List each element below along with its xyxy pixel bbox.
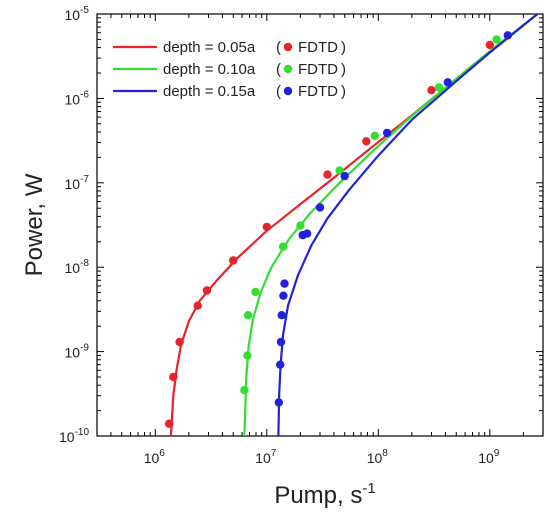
- y-tick-label: 10-6: [65, 89, 90, 107]
- fdtd-point-series-1: [262, 222, 271, 232]
- fdtd-point-series-2: [240, 385, 249, 395]
- y-tick-base: 10: [59, 429, 75, 445]
- x-tick-label: 106: [144, 448, 166, 466]
- y-tick-base: 10: [65, 345, 81, 361]
- y-tick-exp: -9: [80, 343, 89, 354]
- x-tick-base: 10: [144, 450, 160, 466]
- y-tick-exp: -6: [80, 89, 89, 100]
- x-tick-base: 10: [255, 450, 271, 466]
- legend-marker-swatch: [283, 64, 293, 74]
- fdtd-point-series-1: [164, 419, 174, 428]
- fdtd-point-series-1: [193, 301, 202, 310]
- plot-area: [96, 13, 544, 437]
- x-tick-label: 107: [255, 448, 277, 466]
- y-tick-exp: -7: [80, 174, 89, 185]
- fdtd-point-series-3: [277, 311, 286, 320]
- x-axis-title: Pump, s-1: [274, 480, 375, 509]
- y-tick-label: 10-9: [65, 343, 90, 361]
- fdtd-point-series-1: [323, 170, 332, 179]
- legend-paren-open: (: [276, 61, 281, 78]
- y-tick-label: 10-8: [65, 258, 90, 276]
- fdtd-point-series-3: [340, 171, 349, 181]
- fdtd-point-series-2: [492, 35, 501, 44]
- fdtd-point-series-1: [362, 137, 371, 146]
- y-tick-label: 10-7: [65, 174, 90, 192]
- fdtd-point-series-2: [278, 242, 288, 251]
- legend-line-label: depth = 0.10a: [163, 61, 256, 78]
- y-tick-base: 10: [65, 7, 81, 23]
- fdtd-point-series-2: [296, 221, 305, 230]
- fdtd-point-series-3: [302, 229, 312, 238]
- x-tick-label: 108: [367, 448, 389, 466]
- legend-paren-close: ): [341, 39, 346, 56]
- series-points: [164, 31, 512, 428]
- fdtd-point-series-3: [276, 360, 285, 369]
- x-tick-exp: 7: [271, 448, 277, 459]
- fdtd-point-series-1: [175, 337, 184, 347]
- legend-marker-swatch: [283, 42, 293, 52]
- x-axis-title-exp: -1: [362, 480, 375, 497]
- legend-line-label: depth = 0.15a: [163, 83, 256, 100]
- legend: depth = 0.05a ( FDTD) depth = 0.10a ( FDTD) de…: [113, 39, 346, 100]
- legend-paren-close: ): [341, 61, 346, 78]
- legend-line-label: depth = 0.05a: [163, 39, 256, 56]
- fdtd-point-series-3: [280, 279, 289, 288]
- series-line-2: [243, 14, 540, 436]
- y-tick-base: 10: [65, 91, 81, 107]
- y-tick-base: 10: [65, 260, 81, 276]
- y-tick-exp: -10: [75, 427, 90, 438]
- fdtd-point-series-3: [382, 128, 392, 138]
- x-tick-base: 10: [478, 450, 494, 466]
- y-tick-label: 10-5: [65, 5, 90, 23]
- fdtd-point-series-2: [243, 311, 253, 320]
- y-tick-base: 10: [65, 176, 81, 192]
- x-tick-exp: 6: [159, 448, 165, 459]
- legend-paren-open: (: [276, 83, 281, 100]
- y-tick-exp: -5: [80, 5, 89, 16]
- x-tick-base: 10: [367, 450, 383, 466]
- x-tick-exp: 9: [494, 448, 500, 459]
- fdtd-point-series-1: [427, 86, 436, 95]
- fdtd-point-series-3: [279, 291, 288, 300]
- series-lines: [169, 14, 540, 436]
- legend-marker-label: FDTD: [298, 83, 338, 100]
- legend-paren-open: (: [276, 39, 281, 56]
- fdtd-point-series-3: [315, 203, 325, 212]
- fdtd-point-series-3: [276, 337, 286, 347]
- legend-marker-swatch: [283, 86, 293, 96]
- fdtd-point-series-3: [503, 31, 512, 40]
- y-axis-title: Power, W: [21, 173, 48, 276]
- fdtd-point-series-2: [434, 83, 444, 92]
- fdtd-point-series-2: [243, 351, 252, 360]
- legend-marker-label: FDTD: [298, 39, 338, 56]
- x-tick-label: 109: [478, 448, 500, 466]
- x-tick-exp: 8: [382, 448, 388, 459]
- y-tick-exp: -8: [80, 258, 89, 269]
- x-axis-title-base: Pump, s: [274, 482, 362, 509]
- legend-paren-close: ): [341, 83, 346, 100]
- fdtd-point-series-2: [251, 287, 260, 297]
- y-tick-label: 10-10: [59, 427, 89, 445]
- fdtd-point-series-1: [485, 40, 494, 50]
- fdtd-point-series-1: [169, 372, 178, 382]
- fdtd-point-series-3: [443, 78, 452, 87]
- series-line-3: [277, 14, 540, 436]
- fdtd-point-series-1: [202, 286, 212, 295]
- fdtd-point-series-2: [370, 131, 379, 140]
- legend-marker-label: FDTD: [298, 61, 338, 78]
- fdtd-point-series-2: [335, 166, 344, 175]
- fdtd-point-series-1: [229, 256, 238, 265]
- fdtd-point-series-3: [274, 398, 283, 407]
